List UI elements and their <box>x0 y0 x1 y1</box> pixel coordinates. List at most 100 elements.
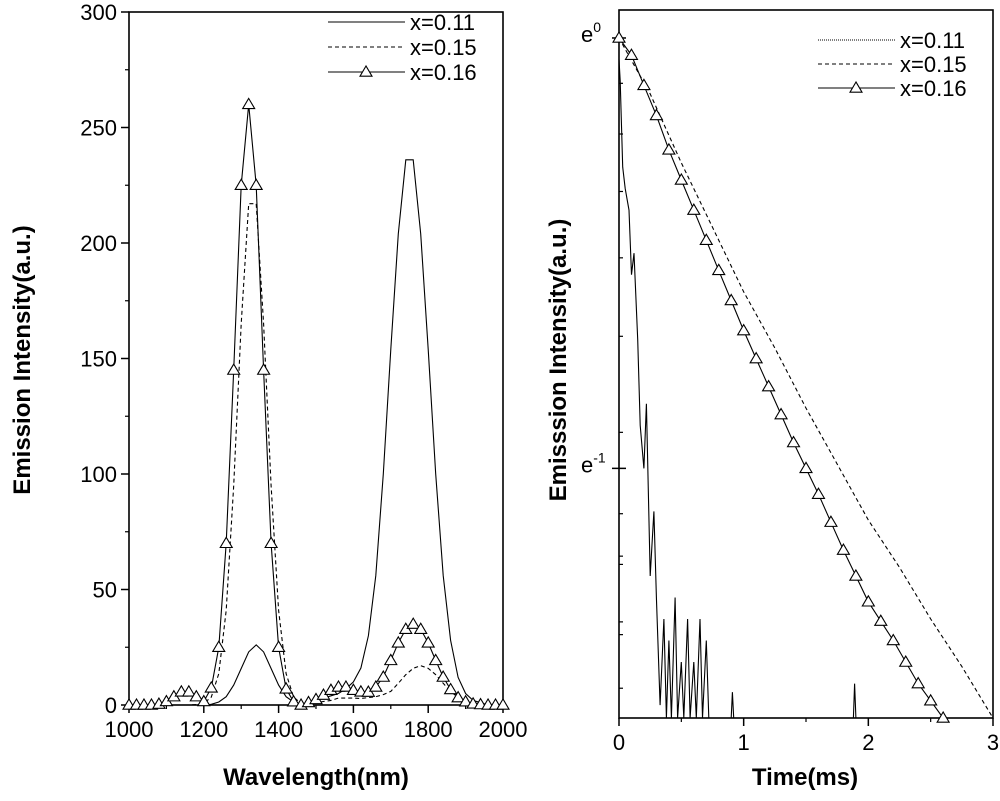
left-series-marker-triangle <box>226 362 241 375</box>
right-x-tick-label: 3 <box>987 730 999 755</box>
left-series-marker-triangle <box>458 694 473 707</box>
left-series-marker-triangle <box>204 680 219 693</box>
left-series-marker-triangle <box>338 679 353 692</box>
right-series-marker-triangle <box>911 676 926 689</box>
left-series-marker-triangle <box>211 640 226 653</box>
left-series-marker-triangle <box>376 669 391 682</box>
right-decay-curve-plot: Time(ms) Emisssion Intensity(a.u.) 0 1 2 3 e… <box>545 9 999 791</box>
right-y-tick-label: e0 <box>581 19 601 47</box>
right-series-marker-triangle <box>774 407 789 420</box>
left-series-marker-triangle <box>271 640 286 653</box>
left-series-marker-triangle <box>406 617 421 629</box>
right-legend-label: x=0.11 <box>900 28 965 53</box>
right-series-marker-triangle <box>686 203 701 215</box>
right-y-axis-title: Emisssion Intensity(a.u.) <box>545 219 572 502</box>
right-series-marker-triangle <box>898 654 913 667</box>
right-series-line-x=0.11 <box>618 59 993 719</box>
left-series-marker-triangle <box>383 653 398 666</box>
left-series-marker-triangle <box>189 689 204 702</box>
left-series-marker-triangle <box>496 697 510 710</box>
right-series-line-x=0.16 <box>618 37 944 719</box>
left-y-tick-label: 150 <box>80 347 117 372</box>
left-series-line-x=0.11 <box>129 159 503 706</box>
left-y-axis-title: Emission Intensity(a.u.) <box>9 225 36 494</box>
right-y-tick-exponent: -1 <box>593 449 606 465</box>
left-series-marker-triangle <box>286 694 301 707</box>
right-x-tick-label: 0 <box>613 730 625 755</box>
right-x-axis-title: Time(ms) <box>752 764 858 791</box>
left-series-marker-triangle <box>451 690 466 703</box>
left-series-marker-triangle <box>241 97 256 110</box>
left-series-marker-triangle <box>368 679 383 692</box>
right-series-marker-triangle <box>886 633 901 646</box>
right-series-marker-triangle <box>761 379 776 392</box>
left-series-line-x=0.15 <box>129 203 503 706</box>
left-series-marker-triangle <box>219 536 234 549</box>
left-series-marker-triangle <box>436 669 451 682</box>
left-x-tick-label: 1200 <box>179 717 228 742</box>
right-series-marker-triangle <box>724 293 739 306</box>
right-series-marker-triangle <box>736 323 751 336</box>
right-y-tick-base: e <box>581 22 593 47</box>
left-series-marker-triangle <box>196 694 211 707</box>
left-legend-marker-triangle <box>359 64 373 77</box>
left-emission-spectrum-plot: Wavelength(nm) Emission Intensity(a.u.) … <box>9 0 527 791</box>
right-series-marker-triangle <box>936 710 951 723</box>
right-series-marker-triangle <box>861 594 876 607</box>
left-legend-label: x=0.16 <box>410 60 477 85</box>
left-series-marker-triangle <box>391 635 406 648</box>
right-series-marker-triangle <box>624 48 639 60</box>
left-series-marker-triangle <box>181 684 196 697</box>
right-legend-label: x=0.16 <box>900 76 967 101</box>
right-series-marker-triangle <box>649 108 664 121</box>
left-x-tick-label: 2000 <box>479 717 528 742</box>
left-y-tick-label: 300 <box>80 0 117 25</box>
right-x-tick-label: 1 <box>738 730 750 755</box>
right-series-marker-triangle <box>749 351 764 364</box>
right-y-tick-exponent: 0 <box>593 19 601 35</box>
left-y-tick-label: 100 <box>80 462 117 487</box>
right-series-marker-triangle <box>636 78 651 91</box>
left-series-line-x=0.16 <box>129 104 503 706</box>
right-series-marker-triangle <box>711 263 726 276</box>
left-x-tick-label: 1400 <box>254 717 303 742</box>
right-series-line-x=0.15 <box>618 37 994 719</box>
left-x-tick-label: 1800 <box>404 717 453 742</box>
left-y-tick-label: 0 <box>105 693 117 718</box>
right-legend-label: x=0.15 <box>900 52 967 77</box>
left-x-tick-label: 1600 <box>329 717 378 742</box>
left-series-marker-triangle <box>234 178 249 190</box>
left-series-marker-triangle <box>443 682 458 695</box>
left-y-tick-label: 200 <box>80 231 117 256</box>
right-series-marker-triangle <box>848 568 863 581</box>
left-series-marker-triangle <box>249 178 264 190</box>
left-series-marker-triangle <box>256 362 271 375</box>
right-y-tick-label: e-1 <box>581 449 606 477</box>
right-series-marker-triangle <box>674 172 689 185</box>
right-series-marker-triangle <box>823 515 838 527</box>
left-y-tick-label: 250 <box>80 116 117 141</box>
right-series-marker-triangle <box>873 614 888 626</box>
right-legend-marker-triangle <box>849 80 863 93</box>
left-legend-label: x=0.11 <box>410 10 475 35</box>
right-series-marker-triangle <box>786 435 801 448</box>
left-series-marker-triangle <box>346 683 361 695</box>
left-series-marker-triangle <box>428 653 443 666</box>
right-series-marker-triangle <box>699 233 714 246</box>
right-series-marker-triangle <box>799 461 813 474</box>
left-series-marker-triangle <box>279 681 294 694</box>
right-series-marker-triangle <box>923 693 938 706</box>
left-series-marker-triangle <box>421 635 436 648</box>
left-x-axis-title: Wavelength(nm) <box>223 764 409 791</box>
left-plot-frame <box>128 11 504 706</box>
right-series-marker-triangle <box>661 142 676 155</box>
left-x-tick-label: 1000 <box>105 717 154 742</box>
left-y-tick-label: 50 <box>93 578 117 603</box>
right-series-marker-triangle <box>836 543 851 555</box>
right-series-marker-triangle <box>811 487 826 499</box>
left-series-marker-triangle <box>264 536 279 549</box>
right-x-tick-label: 2 <box>862 730 874 755</box>
left-series-marker-triangle <box>413 622 428 634</box>
left-legend-label: x=0.15 <box>410 35 477 60</box>
